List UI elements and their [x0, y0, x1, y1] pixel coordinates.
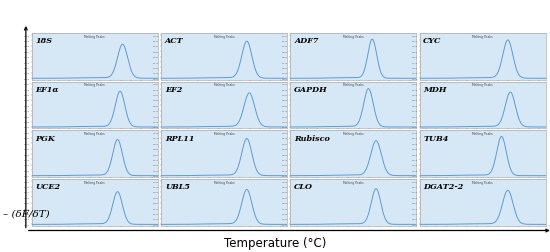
Text: UCE2: UCE2: [36, 182, 61, 191]
Text: Melting Peaks: Melting Peaks: [85, 132, 105, 136]
Text: GAPDH: GAPDH: [294, 85, 328, 93]
Text: ACT: ACT: [165, 37, 184, 45]
Text: PGK: PGK: [36, 134, 56, 142]
Text: EF1α: EF1α: [36, 85, 59, 93]
Text: CLO: CLO: [294, 182, 313, 191]
Text: Melting Peaks: Melting Peaks: [472, 35, 493, 39]
Text: Melting Peaks: Melting Peaks: [214, 83, 234, 87]
Text: Melting Peaks: Melting Peaks: [472, 83, 493, 87]
Text: Melting Peaks: Melting Peaks: [85, 180, 105, 184]
Text: Melting Peaks: Melting Peaks: [214, 35, 234, 39]
Text: UBL5: UBL5: [165, 182, 190, 191]
Text: Melting Peaks: Melting Peaks: [343, 132, 364, 136]
Text: Melting Peaks: Melting Peaks: [343, 180, 364, 184]
Text: TUB4: TUB4: [424, 134, 449, 142]
Text: CYC: CYC: [424, 37, 442, 45]
Text: Melting Peaks: Melting Peaks: [85, 35, 105, 39]
Text: ADF7: ADF7: [294, 37, 318, 45]
Text: Melting Peaks: Melting Peaks: [85, 83, 105, 87]
Text: Melting Peaks: Melting Peaks: [343, 83, 364, 87]
Text: DGAT2-2: DGAT2-2: [424, 182, 464, 191]
Text: Melting Peaks: Melting Peaks: [343, 35, 364, 39]
Text: Melting Peaks: Melting Peaks: [472, 132, 493, 136]
Text: EF2: EF2: [165, 85, 182, 93]
Text: Rubisco: Rubisco: [294, 134, 330, 142]
Text: Melting Peaks: Melting Peaks: [472, 180, 493, 184]
Text: – (δF/δT): – (δF/δT): [3, 209, 49, 218]
Text: 18S: 18S: [36, 37, 53, 45]
Text: Melting Peaks: Melting Peaks: [214, 180, 234, 184]
Text: Temperature (°C): Temperature (°C): [224, 237, 326, 249]
Text: RPL11: RPL11: [165, 134, 195, 142]
Text: Melting Peaks: Melting Peaks: [214, 132, 234, 136]
Text: MDH: MDH: [424, 85, 447, 93]
